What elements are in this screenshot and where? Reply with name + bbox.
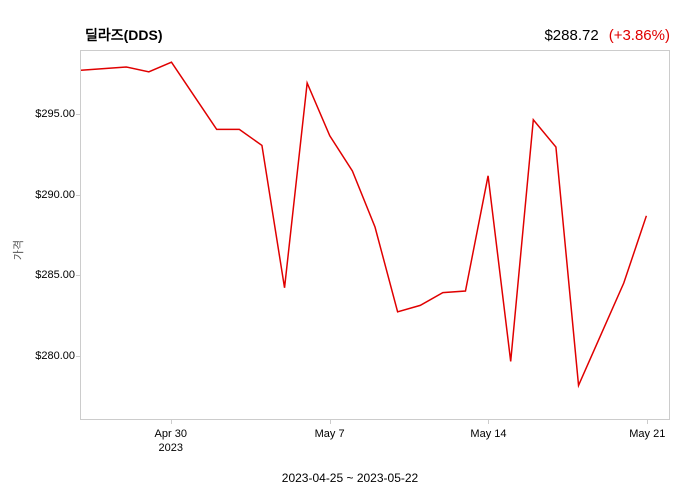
y-tick-label: $295.00 — [30, 108, 75, 120]
stock-chart: 딜라즈(DDS) $288.72 (+3.86%) 가격 $280.00 $285… — [0, 0, 700, 500]
y-tick-label: $290.00 — [30, 189, 75, 201]
x-tick-label: May 7 — [315, 428, 345, 440]
y-tick-mark — [76, 356, 80, 357]
x-tick-mark — [647, 420, 648, 424]
x-tick-mark — [330, 420, 331, 424]
current-price: $288.72 — [544, 27, 598, 44]
x-tick-mark — [488, 420, 489, 424]
x-tick-mark — [171, 420, 172, 424]
price-change: (+3.86%) — [609, 27, 670, 44]
x-tick-label: May 21 — [629, 428, 665, 440]
price-info: $288.72 (+3.86%) — [544, 27, 670, 44]
x-tick-label: Apr 30 — [155, 428, 187, 440]
chart-title: 딜라즈(DDS) — [85, 25, 163, 45]
y-axis-label: 가격 — [10, 240, 26, 260]
line-chart-svg — [81, 51, 669, 419]
y-tick-label: $280.00 — [30, 350, 75, 362]
date-range: 2023-04-25 ~ 2023-05-22 — [282, 471, 418, 485]
y-tick-label: $285.00 — [30, 269, 75, 281]
price-line — [81, 62, 646, 385]
x-tick-year: 2023 — [159, 442, 183, 454]
y-tick-mark — [76, 114, 80, 115]
chart-header: 딜라즈(DDS) $288.72 (+3.86%) — [85, 25, 670, 45]
y-tick-mark — [76, 275, 80, 276]
plot-area — [80, 50, 670, 420]
y-tick-mark — [76, 195, 80, 196]
x-tick-label: May 14 — [470, 428, 506, 440]
